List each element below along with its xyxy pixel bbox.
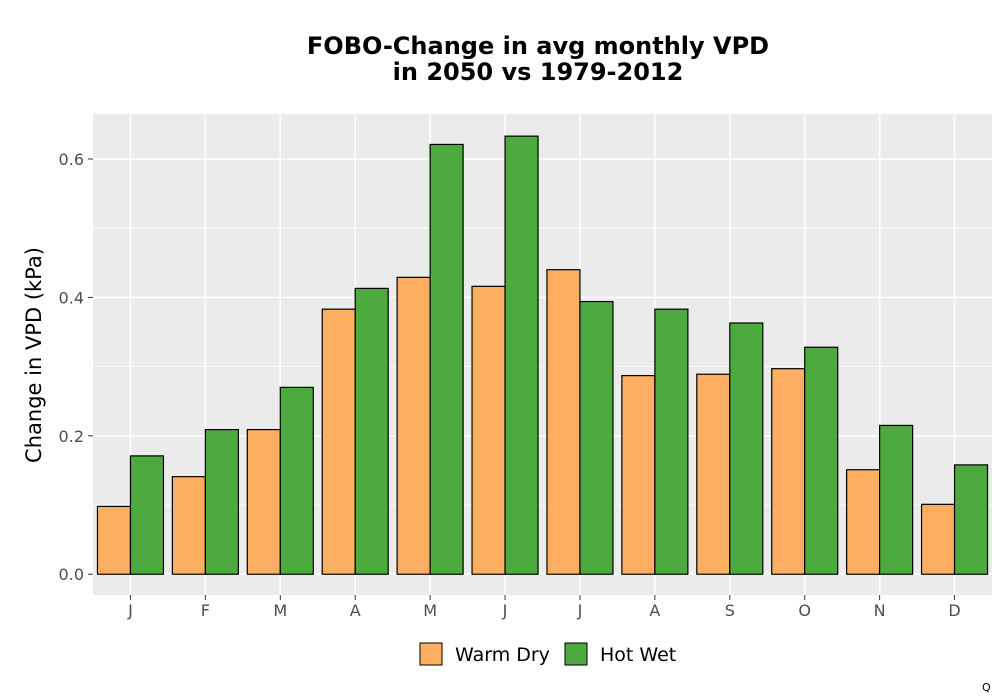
bar-warm-dry-7 xyxy=(546,269,581,575)
bar-warm-dry-1 xyxy=(96,505,132,575)
x-tick-label: J xyxy=(577,601,583,620)
y-axis-title: Change in VPD (kPa) xyxy=(22,247,46,463)
bar-hot-wet-3 xyxy=(279,386,314,575)
x-tick-label: D xyxy=(948,601,960,620)
legend-key-warm-dry xyxy=(419,642,443,666)
x-tick-label: O xyxy=(798,601,811,620)
legend-label-warm-dry: Warm Dry xyxy=(455,644,550,666)
x-tick-label: F xyxy=(201,601,210,620)
x-tick-label: M xyxy=(423,601,437,620)
bar-warm-dry-6 xyxy=(471,285,506,575)
bar-hot-wet-12 xyxy=(953,464,989,575)
bar-hot-wet-6 xyxy=(504,135,539,575)
bar-warm-dry-12 xyxy=(920,503,956,575)
bar-hot-wet-2 xyxy=(204,428,239,575)
x-tick-label: A xyxy=(350,601,361,620)
x-tick-label: N xyxy=(874,601,886,620)
bar-warm-dry-2 xyxy=(171,476,206,575)
plot-panel xyxy=(93,114,992,595)
corner-mark: Q xyxy=(982,681,991,694)
y-tick-label: 0.4 xyxy=(59,288,84,307)
x-tick-label: A xyxy=(649,601,660,620)
y-axis: 0.0 0.2 0.4 0.6 xyxy=(59,150,93,584)
x-tick-label: J xyxy=(502,601,508,620)
bar-hot-wet-9 xyxy=(729,322,764,575)
bar-warm-dry-3 xyxy=(246,428,281,575)
y-tick-label: 0.6 xyxy=(59,150,84,169)
bar-hot-wet-10 xyxy=(804,346,839,575)
x-tick-label: S xyxy=(725,601,735,620)
bar-warm-dry-10 xyxy=(771,368,806,575)
chart-title-line-2: in 2050 vs 1979-2012 xyxy=(393,58,684,86)
bar-warm-dry-9 xyxy=(696,373,731,575)
legend-key-hot-wet xyxy=(564,642,588,666)
bar-hot-wet-8 xyxy=(654,308,689,575)
bar-hot-wet-5 xyxy=(429,143,464,575)
bar-hot-wet-7 xyxy=(579,300,614,575)
chart-title-line-1: FOBO-Change in avg monthly VPD xyxy=(307,32,769,60)
bar-warm-dry-8 xyxy=(621,375,656,575)
x-tick-label: J xyxy=(127,601,133,620)
y-tick-label: 0.2 xyxy=(59,427,84,446)
x-tick-label: M xyxy=(273,601,287,620)
bar-hot-wet-1 xyxy=(129,455,165,575)
bar-warm-dry-5 xyxy=(396,276,431,575)
bar-hot-wet-4 xyxy=(354,287,389,575)
bar-warm-dry-11 xyxy=(846,469,881,575)
legend-label-hot-wet: Hot Wet xyxy=(600,644,676,666)
bars xyxy=(96,135,989,575)
bar-hot-wet-11 xyxy=(879,424,914,575)
legend: Warm Dry Hot Wet xyxy=(419,642,676,666)
y-tick-label: 0.0 xyxy=(59,565,84,584)
bar-warm-dry-4 xyxy=(321,308,356,575)
